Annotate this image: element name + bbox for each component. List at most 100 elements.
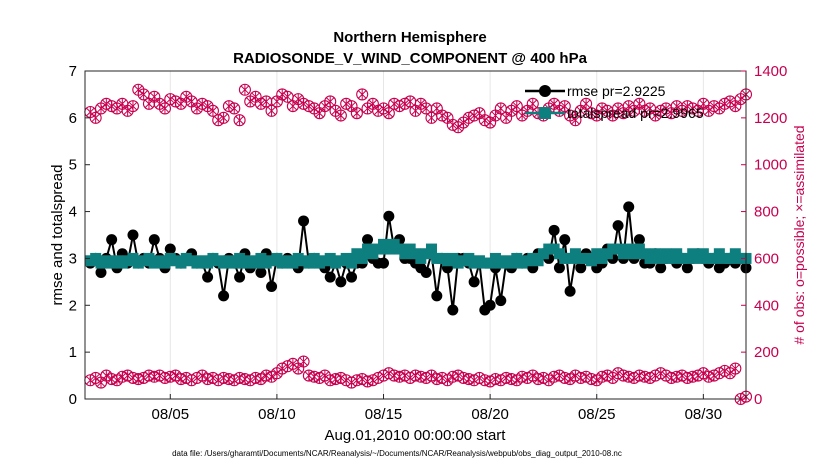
obs-upper-cross-51	[357, 88, 367, 100]
obs-upper-point-29	[238, 83, 251, 96]
chart-subtitle: RADIOSONDE_V_WIND_COMPONENT @ 400 hPa	[233, 50, 588, 67]
obs-upper-cross-93	[581, 98, 591, 110]
y-tick-label-1: 1	[69, 344, 77, 361]
obs-upper-point-51	[356, 88, 369, 101]
rmse-point-49	[346, 271, 358, 283]
x-tick-label-1: 08/10	[258, 406, 296, 423]
obs-upper-point-64	[425, 111, 438, 124]
spread-point-49	[346, 257, 358, 269]
obs-upper-point-47	[334, 109, 347, 122]
y-axis-label: rmse and totalspread	[49, 165, 66, 306]
rmse-point-56	[383, 210, 395, 222]
y-tick-label-5: 5	[69, 157, 77, 174]
y2-axis-label: # of obs: o=possible; ×=assimilated	[791, 125, 807, 344]
legend-rmse-label: rmse pr=2.9225	[567, 83, 666, 99]
obs-upper-point-93	[580, 97, 593, 110]
rmse-point-45	[324, 271, 336, 283]
spread-point-94	[585, 255, 597, 267]
obs-upper-point-50	[350, 107, 363, 120]
rmse-point-77	[495, 295, 507, 307]
x-axis-ticks: 08/05 08/10 08/15 08/20 08/25 08/30	[152, 394, 723, 423]
rmse-point-65	[431, 290, 443, 302]
series-obs-lower	[84, 355, 753, 406]
legend-rmse-marker	[539, 85, 551, 97]
rmse-point-63	[420, 266, 432, 278]
y2-tick-label-0: 0	[754, 391, 762, 408]
obs-upper-point-34	[265, 104, 278, 117]
obs-lower-cross-121	[731, 363, 740, 375]
obs-upper-point-80	[510, 100, 523, 113]
right-axis-ticks: 0 200 400 600 800 1000 1200 1400	[741, 63, 787, 408]
plot-frame	[84, 70, 747, 400]
chart-title: Northern Hemisphere	[333, 29, 486, 46]
rmse-point-34	[266, 281, 278, 293]
obs-upper-point-43	[313, 107, 326, 120]
obs-upper-cross-77	[496, 102, 506, 114]
rmse-point-107	[655, 262, 667, 274]
obs-upper-cross-27	[229, 102, 239, 114]
rmse-point-15	[164, 243, 176, 255]
y2-tick-label-1: 200	[754, 344, 779, 361]
rmse-point-55	[378, 257, 390, 269]
obs-upper-point-45	[324, 95, 337, 108]
obs-upper-point-28	[233, 114, 246, 127]
rmse-point-40	[298, 215, 310, 227]
obs-upper-cross-56	[384, 107, 394, 119]
rmse-point-90	[564, 285, 576, 297]
obs-upper-point-14	[158, 102, 172, 115]
y2-tick-label-2: 400	[754, 297, 779, 314]
footnote: data file: /Users/gharamti/Documents/NCA…	[172, 449, 622, 458]
y2-tick-label-6: 1200	[754, 110, 787, 127]
rmse-point-99	[612, 220, 624, 232]
obs-lower-cross-40	[299, 356, 308, 368]
obs-upper-cross-28	[235, 114, 244, 126]
x-tick-label-4: 08/25	[578, 406, 616, 423]
obs-upper-point-83	[526, 97, 539, 110]
rmse-point-22	[202, 271, 214, 283]
obs-upper-point-91	[569, 114, 582, 127]
rmse-point-75	[484, 299, 496, 311]
rmse-point-87	[548, 224, 560, 236]
y2-tick-label-7: 1400	[754, 63, 787, 80]
obs-upper-cross-34	[267, 105, 276, 117]
obs-upper-cross-25	[219, 112, 228, 124]
obs-upper-cross-64	[427, 112, 436, 124]
y-tick-label-7: 7	[69, 63, 77, 80]
rmse-point-32	[255, 266, 267, 278]
obs-upper-cross-1	[91, 112, 100, 124]
rmse-point-28	[234, 271, 246, 283]
obs-upper-cross-63	[421, 102, 431, 114]
rmse-point-52	[362, 234, 374, 246]
rmse-point-101	[623, 201, 635, 213]
obs-upper-cross-23	[208, 105, 218, 117]
obs-upper-cross-10	[139, 88, 148, 100]
obs-upper-point-56	[382, 107, 395, 120]
obs-upper-cross-45	[325, 95, 335, 107]
obs-upper-cross-14	[160, 102, 170, 114]
obs-upper-cross-60	[405, 95, 415, 107]
obs-upper-point-1	[89, 111, 102, 124]
obs-upper-cross-37	[283, 91, 292, 103]
obs-lower-point-121	[729, 362, 742, 375]
y-tick-label-0: 0	[69, 391, 77, 408]
obs-upper-cross-29	[240, 84, 250, 96]
rmse-point-8	[127, 229, 139, 241]
y2-tick-label-4: 800	[754, 204, 779, 221]
rmse-point-25	[218, 290, 230, 302]
rmse-point-2	[95, 266, 107, 278]
rmse-point-88	[553, 262, 565, 274]
rmse-point-89	[559, 234, 571, 246]
obs-upper-point-23	[206, 104, 219, 117]
x-tick-label-5: 08/30	[685, 406, 723, 423]
y-tick-label-6: 6	[69, 110, 77, 127]
legend-spread-marker	[539, 107, 551, 119]
rmse-point-112	[681, 262, 693, 274]
rmse-point-4	[106, 234, 118, 246]
spread-point-64	[425, 243, 437, 255]
y2-tick-label-3: 600	[754, 250, 779, 267]
spread-point-51	[356, 252, 368, 264]
legend-spread-label: totalspread pr=2.9965	[567, 105, 704, 121]
series-totalspread	[84, 238, 752, 269]
obs-upper-point-8	[126, 100, 140, 113]
